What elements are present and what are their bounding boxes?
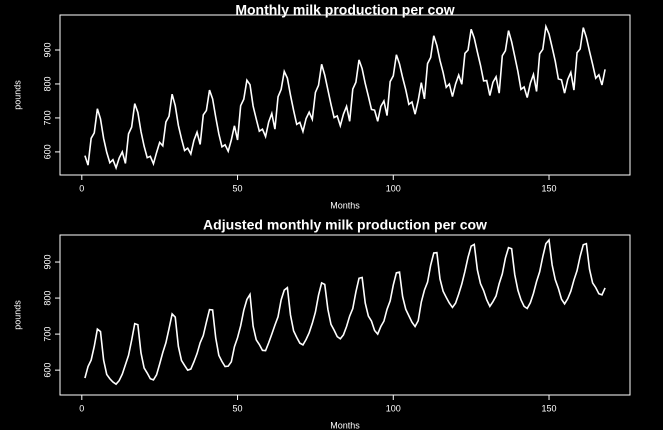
y-axis-label: pounds (12, 80, 22, 110)
plot-frame (59, 234, 631, 396)
x-tick-label: 50 (233, 403, 243, 413)
x-tick-label: 0 (79, 183, 84, 193)
x-tick-label: 150 (542, 403, 557, 413)
y-axis-label: pounds (12, 300, 22, 330)
x-tick-label: 0 (79, 403, 84, 413)
x-axis-label: Months (330, 200, 360, 210)
y-tick-label: 900 (42, 255, 52, 270)
x-axis-label: Months (330, 420, 360, 430)
chart-title: Monthly milk production per cow (235, 2, 454, 18)
data-line (84, 238, 606, 386)
y-tick-label: 800 (42, 76, 52, 91)
plot-frame (59, 14, 631, 176)
chart-title: Adjusted monthly milk production per cow (203, 217, 487, 233)
y-tick-label: 900 (42, 42, 52, 57)
y-tick-label: 800 (42, 291, 52, 306)
x-tick-label: 100 (386, 183, 401, 193)
y-tick-label: 600 (42, 363, 52, 378)
data-line (84, 23, 606, 171)
x-tick-label: 150 (542, 183, 557, 193)
x-tick-label: 50 (233, 183, 243, 193)
y-tick-label: 600 (42, 144, 52, 159)
y-tick-label: 700 (42, 110, 52, 125)
y-tick-label: 700 (42, 327, 52, 342)
x-tick-label: 100 (386, 403, 401, 413)
